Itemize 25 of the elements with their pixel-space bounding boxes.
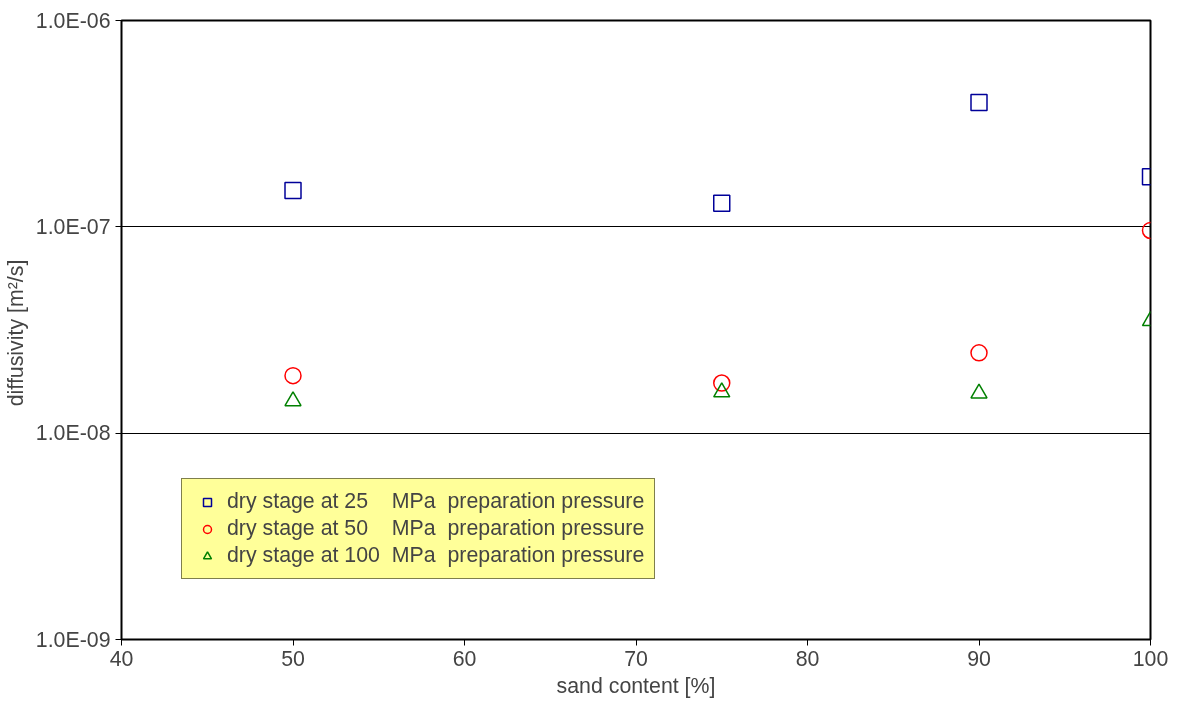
x-tick-label: 40: [109, 646, 134, 671]
y-tick-label: 1.0E-07: [35, 214, 111, 239]
y-tick-label: 1.0E-06: [35, 8, 111, 33]
x-tick-label: 50: [281, 646, 305, 671]
x-tick-label: 90: [967, 646, 991, 671]
point: [284, 181, 302, 200]
point: [713, 194, 731, 213]
x-tick-label: 80: [795, 646, 820, 671]
x-tick-label: 60: [452, 646, 477, 671]
x-tick-label: 70: [624, 646, 648, 671]
point: [970, 93, 988, 112]
y-tick-label: 1.0E-09: [35, 627, 111, 652]
legend-label: dry stage at 25 MPa preparation pressure: [227, 489, 645, 514]
y-axis-title: diffusivity [m²/s]: [3, 259, 28, 407]
point: [284, 391, 302, 407]
x-tick-label: 100: [1132, 646, 1169, 671]
legend-label: dry stage at 100 MPa preparation pressure: [227, 543, 645, 568]
point: [284, 366, 302, 385]
point: [970, 383, 988, 399]
point: [713, 374, 731, 392]
point: [713, 382, 731, 398]
legend-label: dry stage at 50 MPa preparation pressure: [227, 516, 645, 541]
y-tick-label: 1.0E-08: [35, 421, 111, 446]
x-axis-title: sand content [%]: [556, 673, 716, 698]
point: [970, 344, 988, 362]
